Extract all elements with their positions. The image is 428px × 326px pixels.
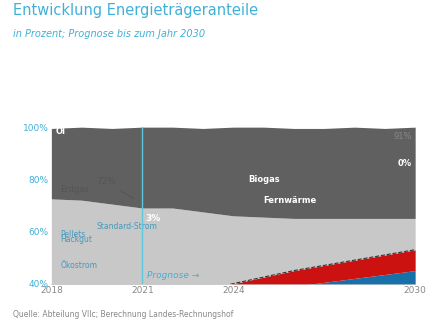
Text: Hackgut: Hackgut xyxy=(60,235,92,244)
Text: Biogas: Biogas xyxy=(248,175,280,184)
Text: Fernwärme: Fernwärme xyxy=(264,196,317,205)
Text: 72%: 72% xyxy=(96,177,134,199)
Text: Prognose →: Prognose → xyxy=(147,271,199,280)
Text: Entwicklung Energieträgeranteile: Entwicklung Energieträgeranteile xyxy=(13,3,258,18)
Text: Quelle: Abteilung VIIc; Berechnung Landes-Rechnungshof: Quelle: Abteilung VIIc; Berechnung Lande… xyxy=(13,310,233,319)
Text: 3%: 3% xyxy=(146,214,160,223)
Text: Standard-Strom: Standard-Strom xyxy=(97,222,158,231)
Text: Ökostrom: Ökostrom xyxy=(60,261,98,270)
Text: in Prozent; Prognose bis zum Jahr 2030: in Prozent; Prognose bis zum Jahr 2030 xyxy=(13,29,205,39)
Text: 91%: 91% xyxy=(394,132,412,141)
Text: Öl: Öl xyxy=(56,126,66,136)
Text: Erdgas: Erdgas xyxy=(60,185,89,194)
Text: Pellets: Pellets xyxy=(60,230,86,239)
Text: 0%: 0% xyxy=(398,159,412,168)
